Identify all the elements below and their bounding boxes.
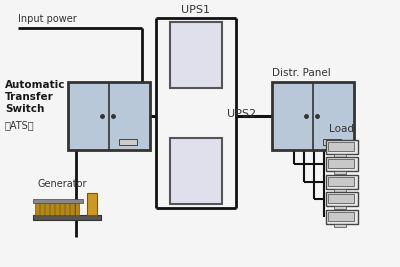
Bar (328, 177, 354, 186)
Bar (45, 201, 49, 215)
Bar (170, 22, 222, 88)
Bar (328, 142, 354, 151)
Bar (70, 201, 74, 215)
Bar (68, 82, 150, 150)
Text: Transfer: Transfer (5, 92, 54, 102)
Bar (272, 82, 354, 150)
Bar (87, 193, 97, 215)
Bar (170, 138, 222, 204)
Bar (326, 192, 358, 206)
Text: Generator: Generator (37, 179, 86, 189)
Bar (65, 201, 69, 215)
Bar (328, 159, 354, 168)
Bar (334, 171, 346, 174)
Text: Distr. Panel: Distr. Panel (272, 68, 331, 78)
Bar (119, 139, 137, 145)
Bar (35, 201, 39, 215)
Bar (326, 175, 358, 189)
Bar (40, 201, 44, 215)
Bar (328, 194, 354, 203)
Text: （ATS）: （ATS） (5, 120, 35, 130)
Text: Load: Load (330, 124, 354, 134)
Bar (334, 189, 346, 192)
Bar (334, 206, 346, 209)
Text: UPS1: UPS1 (182, 5, 210, 15)
Text: Input power: Input power (18, 14, 77, 24)
Bar (334, 224, 346, 227)
Bar (326, 140, 358, 154)
Bar (33, 199, 83, 203)
Bar (334, 154, 346, 157)
Bar (326, 157, 358, 171)
Bar (33, 215, 101, 220)
Bar (60, 201, 64, 215)
Text: Switch: Switch (5, 104, 44, 114)
Bar (75, 201, 79, 215)
Bar (50, 201, 54, 215)
Text: Automatic: Automatic (5, 80, 66, 90)
Text: UPS2: UPS2 (227, 109, 256, 119)
Bar (328, 212, 354, 221)
Bar (326, 210, 358, 224)
Bar (323, 139, 341, 145)
Bar (55, 201, 59, 215)
